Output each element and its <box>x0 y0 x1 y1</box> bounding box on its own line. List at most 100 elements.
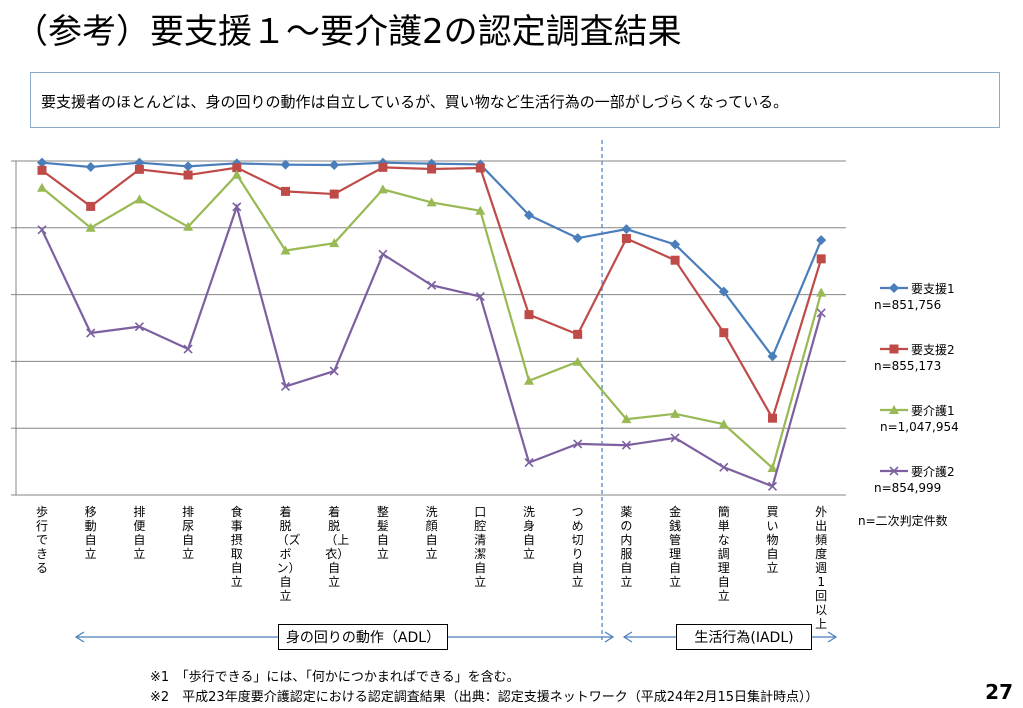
legend-n-count: n=855,173 <box>874 359 942 373</box>
iadl-range-arrow-head-left <box>622 631 633 643</box>
x-tick-label: 洗身自立 <box>522 505 535 561</box>
footnote-1: ※1 「歩行できる」には、「何かにつかまればできる」を含む。 <box>150 670 520 685</box>
legend-label: 要介護1 <box>911 404 955 418</box>
x-tick-label: 排便自立 <box>133 505 146 561</box>
data-point <box>183 344 193 354</box>
data-point <box>475 163 485 173</box>
data-point <box>475 292 485 302</box>
legend-label: 要支援2 <box>911 343 955 357</box>
data-point <box>670 433 680 443</box>
data-point <box>280 159 291 170</box>
data-point <box>719 328 729 338</box>
data-point <box>889 344 899 354</box>
data-point <box>670 408 681 418</box>
data-point <box>719 462 729 472</box>
data-point <box>524 458 534 468</box>
x-tick-label: 移動自立 <box>84 505 97 561</box>
data-point <box>573 439 583 449</box>
x-tick-label: 薬の内服自立 <box>620 505 633 589</box>
data-point <box>816 308 826 318</box>
group-label-iadl: 生活行為(IADL) <box>676 624 812 650</box>
data-point <box>427 164 437 174</box>
legend-n-count: n=854,999 <box>874 481 942 495</box>
data-point <box>329 366 339 376</box>
data-point <box>573 329 583 339</box>
summary-box: 要支援者のほとんどは、身の回りの動作は自立しているが、買い物など生活行為の一部が… <box>30 72 1000 128</box>
page-title: （参考）要支援１～要介護2の認定調査結果 <box>14 12 682 52</box>
legend-label: 要介護2 <box>911 465 955 479</box>
data-point <box>621 233 631 243</box>
data-point <box>378 249 388 259</box>
adl-range-arrow-head-right <box>604 631 615 643</box>
x-tick-label: 簡単な調理自立 <box>717 505 730 603</box>
data-point <box>280 245 291 255</box>
n-note: n=二次判定件数 <box>858 514 948 528</box>
legend-label: 要支援1 <box>911 282 955 296</box>
data-point <box>85 222 96 232</box>
data-point <box>426 197 437 207</box>
footnote-2: ※2 平成23年度要介護認定における認定調査結果（出典：認定支援ネットワーク（平… <box>150 690 819 705</box>
data-point <box>475 205 486 215</box>
data-point <box>572 233 583 244</box>
x-tick-label: 金銭管理自立 <box>669 505 682 589</box>
data-point <box>524 375 534 385</box>
data-point <box>524 210 534 221</box>
data-point <box>231 169 242 179</box>
series-line-3 <box>41 172 823 470</box>
data-point <box>621 414 632 424</box>
data-point <box>183 170 193 180</box>
data-point <box>889 405 899 414</box>
data-point <box>767 462 778 472</box>
adl-range-arrow-head-left <box>74 631 85 643</box>
data-point <box>768 413 777 423</box>
data-point <box>377 184 388 194</box>
data-point <box>718 419 729 429</box>
legend-n-count: n=851,756 <box>874 298 942 312</box>
data-point <box>378 162 388 172</box>
iadl-range-arrow-head-right <box>827 631 838 643</box>
data-point <box>37 157 47 168</box>
data-point <box>427 280 437 290</box>
data-point <box>718 286 729 297</box>
data-point <box>85 162 96 173</box>
data-point <box>621 440 631 450</box>
page-number: 27 <box>985 680 1013 704</box>
data-point <box>37 225 47 235</box>
data-point <box>329 238 340 248</box>
data-point <box>183 161 194 172</box>
summary-text: 要支援者のほとんどは、身の回りの動作は自立しているが、買い物など生活行為の一部が… <box>41 93 789 111</box>
data-point <box>232 163 242 173</box>
x-tick-label: 外出頻度週1回以上 <box>815 505 828 631</box>
data-point <box>889 283 899 293</box>
data-point <box>232 202 242 212</box>
x-tick-label: 整髪自立 <box>376 505 389 561</box>
series-line-4 <box>41 203 823 488</box>
data-point <box>670 239 681 250</box>
data-point <box>134 194 145 204</box>
data-point <box>767 481 778 491</box>
data-point <box>86 201 96 211</box>
group-label-adl: 身の回りの動作（ADL） <box>278 624 448 650</box>
x-tick-label: 洗顔自立 <box>425 505 438 561</box>
data-point <box>572 356 583 366</box>
data-point <box>134 164 144 174</box>
data-point <box>37 165 47 175</box>
x-tick-label: 買い物自立 <box>766 505 779 575</box>
x-tick-label: 着脱（ズボン）自立 <box>276 505 301 603</box>
data-point <box>329 189 339 199</box>
data-point <box>86 328 96 338</box>
data-point <box>37 182 47 192</box>
x-tick-label: 食事摂取自立 <box>230 505 243 589</box>
data-point <box>280 381 291 392</box>
data-point <box>670 255 680 265</box>
data-point <box>767 351 778 362</box>
x-tick-label: 着脱（上衣）自立 <box>325 505 350 589</box>
data-point <box>816 287 827 297</box>
data-point <box>524 310 534 320</box>
x-tick-label: 口腔清潔自立 <box>474 505 487 589</box>
data-point <box>621 224 632 235</box>
data-point <box>134 322 144 332</box>
legend-n-count: n=1,047,954 <box>880 420 959 434</box>
data-point <box>816 235 827 246</box>
